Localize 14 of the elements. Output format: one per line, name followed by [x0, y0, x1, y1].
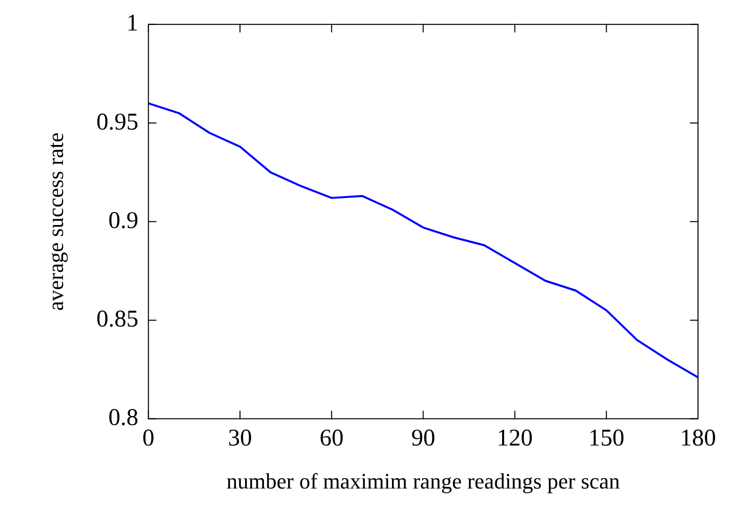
y-axis-title: average success rate: [42, 132, 68, 311]
y-tick-label: 1: [126, 10, 138, 37]
y-tick-label: 0.9: [108, 208, 138, 234]
x-axis-title: number of maximim range readings per scan: [226, 468, 620, 494]
x-tick-label: 30: [228, 425, 252, 452]
x-tick-label: 180: [680, 425, 716, 452]
x-tick-label: 0: [142, 425, 154, 452]
x-tick-label: 60: [320, 425, 344, 452]
x-tick-label: 120: [496, 425, 533, 452]
y-tick-label: 0.8: [108, 405, 138, 432]
y-tick-label: 0.85: [96, 306, 138, 332]
x-tick-label: 150: [588, 425, 624, 452]
x-tick-label: 90: [411, 425, 436, 452]
y-tick-label: 0.95: [96, 109, 138, 136]
